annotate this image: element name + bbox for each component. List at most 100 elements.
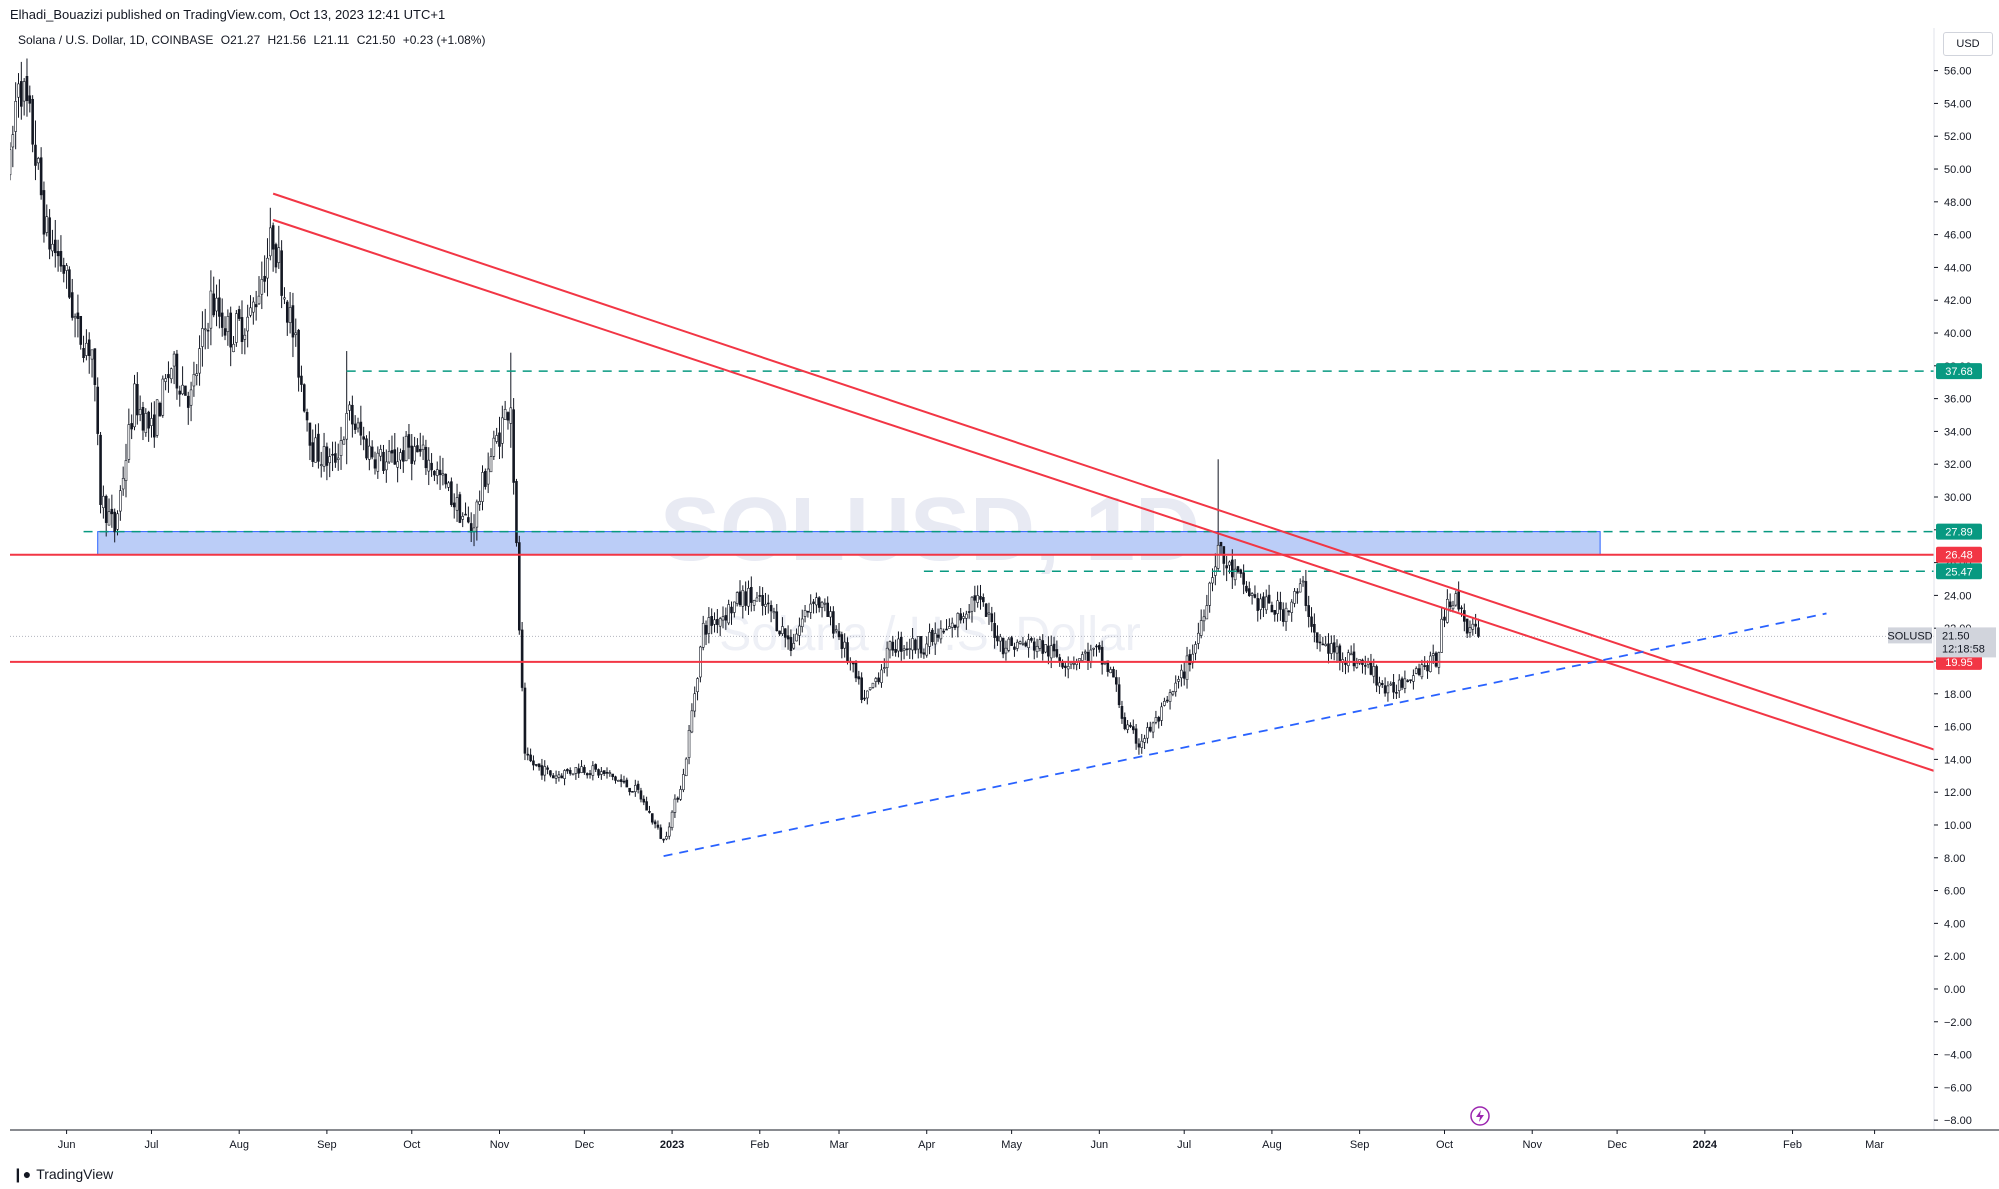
candle-body — [608, 772, 612, 774]
candle-body — [834, 629, 838, 632]
currency-button[interactable]: USD — [1943, 32, 1993, 56]
candle-body — [1219, 541, 1223, 547]
candle — [758, 586, 762, 603]
candle — [832, 606, 835, 639]
price-tag-label: 25.47 — [1945, 566, 1973, 578]
candle-body — [1457, 591, 1460, 610]
candle — [192, 361, 196, 397]
price-tag-bg — [1936, 563, 1982, 580]
replay-lightning-icon[interactable] — [1470, 1106, 1490, 1126]
candle — [837, 622, 841, 641]
candle-body — [1378, 682, 1381, 687]
candle-body — [269, 227, 272, 257]
candle-body — [130, 423, 133, 430]
time-tick-label: Aug — [1262, 1139, 1282, 1151]
candle — [416, 438, 419, 453]
candle — [1129, 722, 1132, 729]
candle-body — [1148, 726, 1152, 732]
candle-body — [772, 611, 776, 614]
candle — [17, 73, 20, 118]
candle — [1276, 591, 1279, 622]
candle — [53, 219, 57, 268]
candle-body — [970, 596, 974, 612]
candle-body — [642, 798, 646, 803]
candle-body — [1001, 637, 1005, 655]
candle-body — [1199, 620, 1203, 636]
candle — [1233, 559, 1237, 586]
candle — [1038, 636, 1042, 652]
candle-body — [812, 601, 815, 604]
candle-body — [138, 409, 142, 415]
candle — [430, 453, 433, 477]
candle-body — [645, 801, 648, 811]
candle — [1066, 656, 1070, 679]
candle — [271, 222, 275, 272]
tradingview-brand[interactable]: ❙● TradingView — [12, 1163, 113, 1185]
legend-symbol[interactable]: Solana / U.S. Dollar, 1D, COINBASE — [18, 33, 214, 47]
candle — [79, 315, 83, 350]
candle-body — [59, 251, 63, 267]
candle-body — [467, 517, 470, 523]
candle — [232, 336, 235, 353]
candle — [1177, 675, 1180, 689]
candle-body — [1310, 616, 1313, 627]
candle — [1406, 679, 1410, 683]
candle — [885, 641, 889, 677]
candle — [540, 758, 544, 780]
candle — [478, 490, 481, 511]
candle-body — [778, 630, 781, 635]
candle — [914, 638, 917, 654]
candle — [718, 616, 722, 637]
candle — [1386, 681, 1390, 702]
candle — [515, 478, 518, 547]
candle — [1024, 640, 1028, 648]
candle-body — [823, 602, 827, 605]
candle-body — [911, 638, 914, 651]
candle-body — [659, 827, 663, 839]
candle — [602, 770, 606, 777]
candle — [503, 400, 507, 420]
candle-body — [464, 513, 467, 516]
symbol-legend[interactable]: Solana / U.S. Dollar, 1D, COINBASE O21.2… — [18, 30, 485, 50]
price-tag-label: 37.68 — [1945, 366, 1973, 378]
candle-body — [752, 600, 756, 606]
time-axis[interactable]: Jun Jul Aug Sep Oct Nov Dec 2023 Feb Mar Apr May Jun… — [58, 1130, 1885, 1151]
candle — [51, 229, 54, 257]
candle-body — [633, 785, 637, 793]
price-axis[interactable]: 56.00 54.00 52.00 50.00 48.00 46.00 44.00 42.00… — [1934, 66, 1972, 1128]
candle-body — [1010, 637, 1013, 646]
candle — [447, 481, 450, 492]
candle — [1032, 637, 1036, 660]
candle — [509, 352, 513, 448]
candle-body — [1004, 647, 1008, 654]
candle — [993, 612, 996, 649]
candle-body — [1007, 638, 1011, 651]
candle-body — [421, 444, 425, 450]
candle-body — [1256, 598, 1260, 611]
legend-low: 21.11 — [320, 33, 350, 47]
candle-body — [1072, 662, 1076, 665]
candle — [1180, 664, 1183, 687]
time-tick-label: Dec — [575, 1139, 595, 1151]
candle — [1168, 689, 1172, 710]
candle-body — [1389, 683, 1393, 686]
candle-body — [164, 378, 167, 382]
candle — [580, 760, 583, 774]
candle-body — [600, 771, 603, 775]
candle — [710, 608, 713, 635]
candle-body — [1397, 679, 1401, 691]
candle-body — [1064, 665, 1067, 668]
candle-body — [713, 619, 716, 625]
candle — [68, 266, 71, 299]
candle — [1298, 578, 1302, 593]
candle — [783, 628, 787, 648]
candle-body — [444, 473, 448, 485]
candle — [656, 820, 660, 830]
candle — [673, 794, 677, 818]
candle — [834, 625, 838, 634]
candle-body — [484, 470, 487, 487]
candle — [1004, 640, 1008, 661]
candle-body — [430, 462, 433, 471]
candle-body — [65, 265, 68, 271]
